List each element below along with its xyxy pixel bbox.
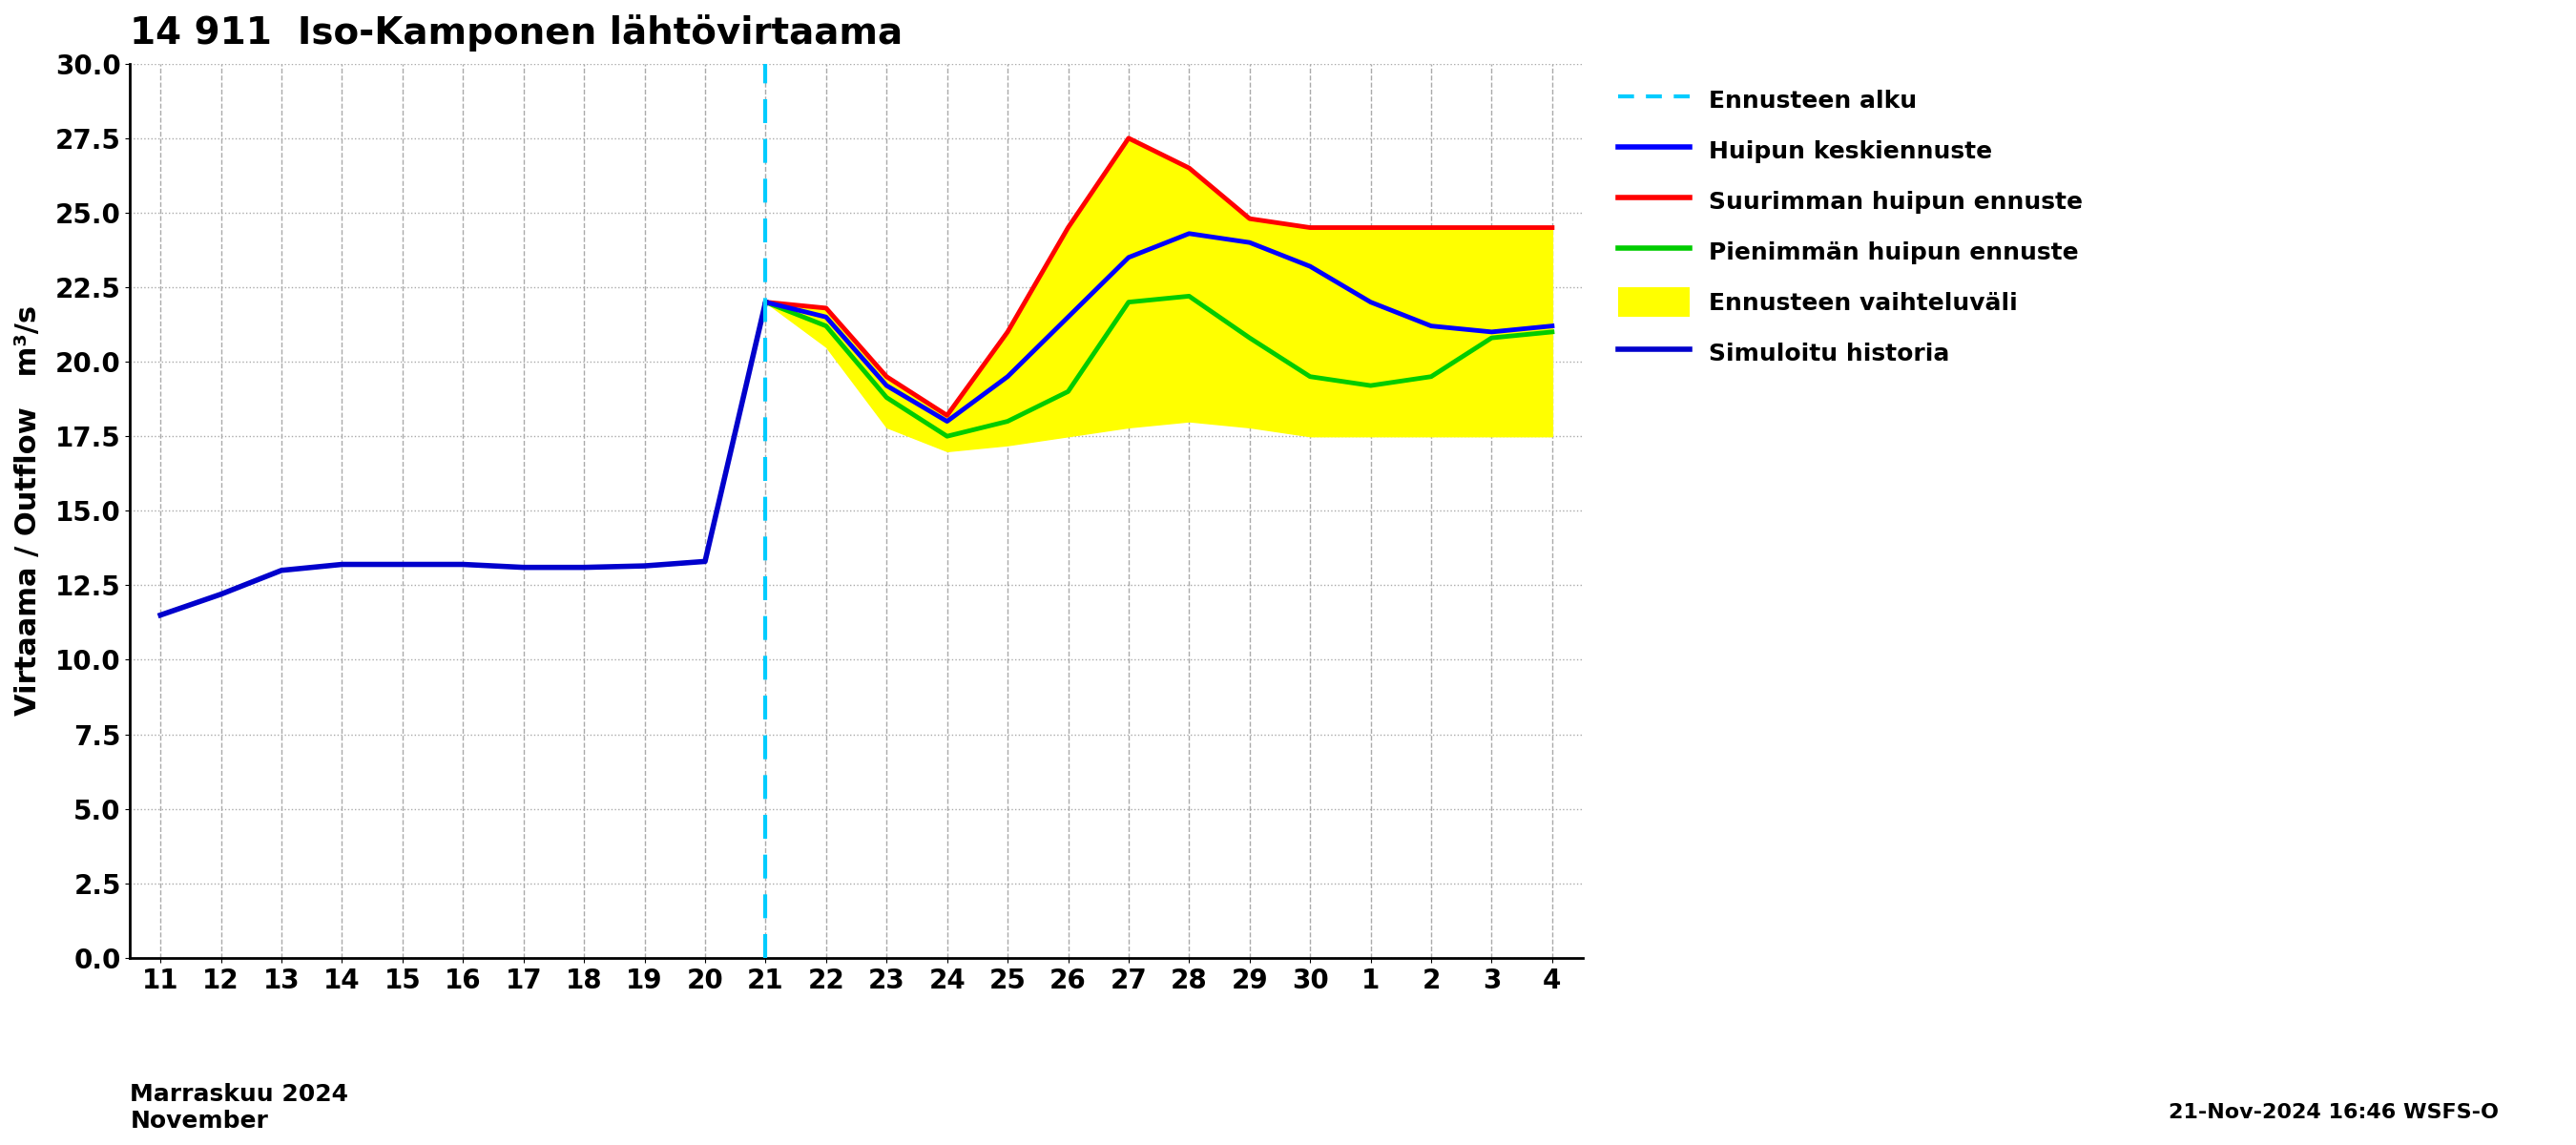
Text: Marraskuu 2024
November: Marraskuu 2024 November <box>131 1083 348 1132</box>
Y-axis label: Virtaama / Outflow   m³/s: Virtaama / Outflow m³/s <box>15 306 41 716</box>
Text: 14 911  Iso-Kamponen lähtövirtaama: 14 911 Iso-Kamponen lähtövirtaama <box>131 14 904 52</box>
Text: 21-Nov-2024 16:46 WSFS-O: 21-Nov-2024 16:46 WSFS-O <box>2169 1103 2499 1122</box>
Legend: Ennusteen alku, Huipun keskiennuste, Suurimman huipun ennuste, Pienimmän huipun : Ennusteen alku, Huipun keskiennuste, Suu… <box>1610 76 2092 377</box>
